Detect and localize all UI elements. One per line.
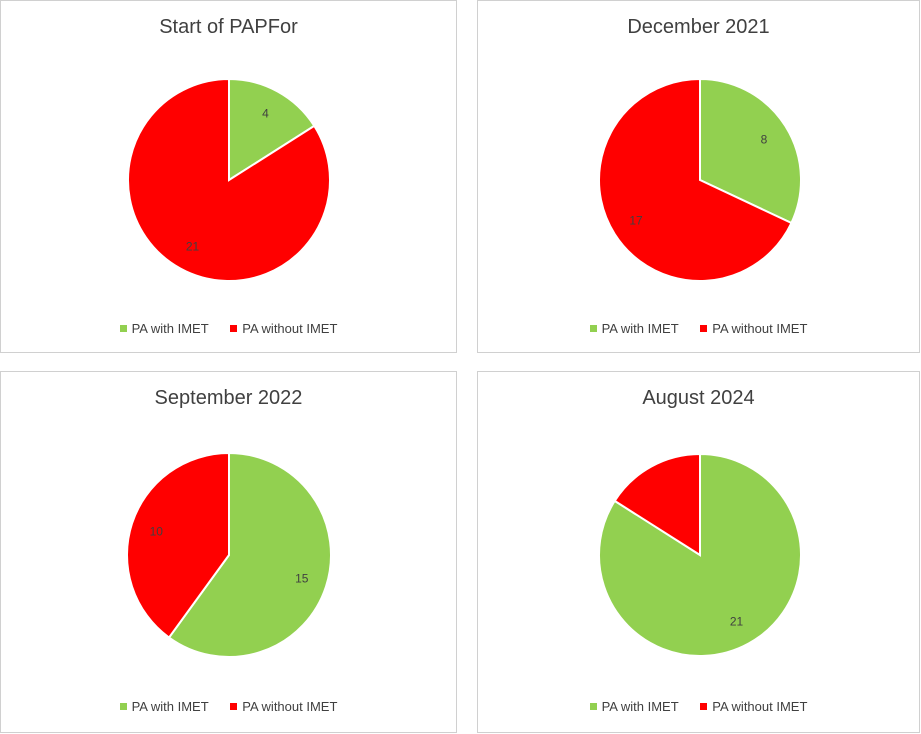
legend-item-with-imet: PA with IMET — [589, 699, 679, 714]
legend-item-without-imet: PA without IMET — [700, 699, 807, 714]
legend-label: PA with IMET — [601, 321, 679, 336]
legend-label: PA with IMET — [131, 321, 209, 336]
legend-label: PA with IMET — [131, 699, 209, 714]
legend-label: PA without IMET — [712, 321, 808, 336]
legend-swatch-red — [230, 325, 238, 332]
chart-panel-september-2022: September 2022 15 10 PA with IMET PA with… — [0, 371, 457, 733]
legend-item-with-imet: PA with IMET — [119, 699, 209, 714]
legend-swatch-green — [119, 703, 127, 710]
legend-swatch-green — [589, 703, 597, 710]
chart-title: September 2022 — [154, 387, 303, 409]
chart-title: August 2024 — [642, 387, 755, 409]
chart-panel-august-2024: August 2024 21 PA with IMET PA without I… — [477, 371, 920, 733]
pie-chart: 8 17 — [598, 77, 802, 282]
chart-panel-start-of-papfor: Start of PAPFor 4 21 PA with IMET PA with… — [0, 0, 457, 353]
data-label: 10 — [150, 524, 164, 538]
data-label: 21 — [730, 614, 744, 628]
legend-item-without-imet: PA without IMET — [230, 699, 337, 714]
legend-item-without-imet: PA without IMET — [230, 321, 337, 336]
chart-title: December 2021 — [627, 16, 770, 38]
legend-item-with-imet: PA with IMET — [589, 321, 679, 336]
legend: PA with IMET PA without IMET — [1, 699, 456, 714]
chart-panel-december-2021: December 2021 8 17 PA with IMET PA withou… — [477, 0, 920, 353]
data-label: 15 — [295, 572, 309, 586]
pie-chart: 21 — [598, 452, 802, 657]
pie-slice-without-imet — [126, 451, 230, 639]
legend-label: PA with IMET — [601, 699, 679, 714]
data-label: 8 — [761, 132, 768, 146]
pie-slice-with-imet — [699, 77, 802, 225]
legend: PA with IMET PA without IMET — [478, 699, 919, 714]
legend-swatch-red — [700, 325, 708, 332]
chart-title: Start of PAPFor — [159, 16, 298, 38]
pie-chart: 4 21 — [127, 77, 331, 282]
data-label: 21 — [186, 239, 200, 253]
pie-slice-without-imet — [613, 452, 701, 557]
legend-swatch-green — [119, 325, 127, 332]
legend-swatch-red — [230, 703, 238, 710]
pie-slice-with-imet — [228, 77, 316, 182]
pie-slice-without-imet — [598, 77, 793, 282]
legend: PA with IMET PA without IMET — [1, 321, 456, 336]
data-label: 4 — [262, 107, 269, 121]
data-label: 17 — [629, 214, 643, 228]
legend-swatch-red — [700, 703, 708, 710]
pie-slice-with-imet — [167, 451, 332, 658]
legend-label: PA without IMET — [712, 699, 808, 714]
legend-swatch-green — [589, 325, 597, 332]
legend-label: PA without IMET — [242, 699, 338, 714]
legend-item-without-imet: PA without IMET — [700, 321, 807, 336]
pie-slice-without-imet — [127, 77, 331, 282]
legend-label: PA without IMET — [242, 321, 338, 336]
legend: PA with IMET PA without IMET — [478, 321, 919, 336]
legend-item-with-imet: PA with IMET — [119, 321, 209, 336]
